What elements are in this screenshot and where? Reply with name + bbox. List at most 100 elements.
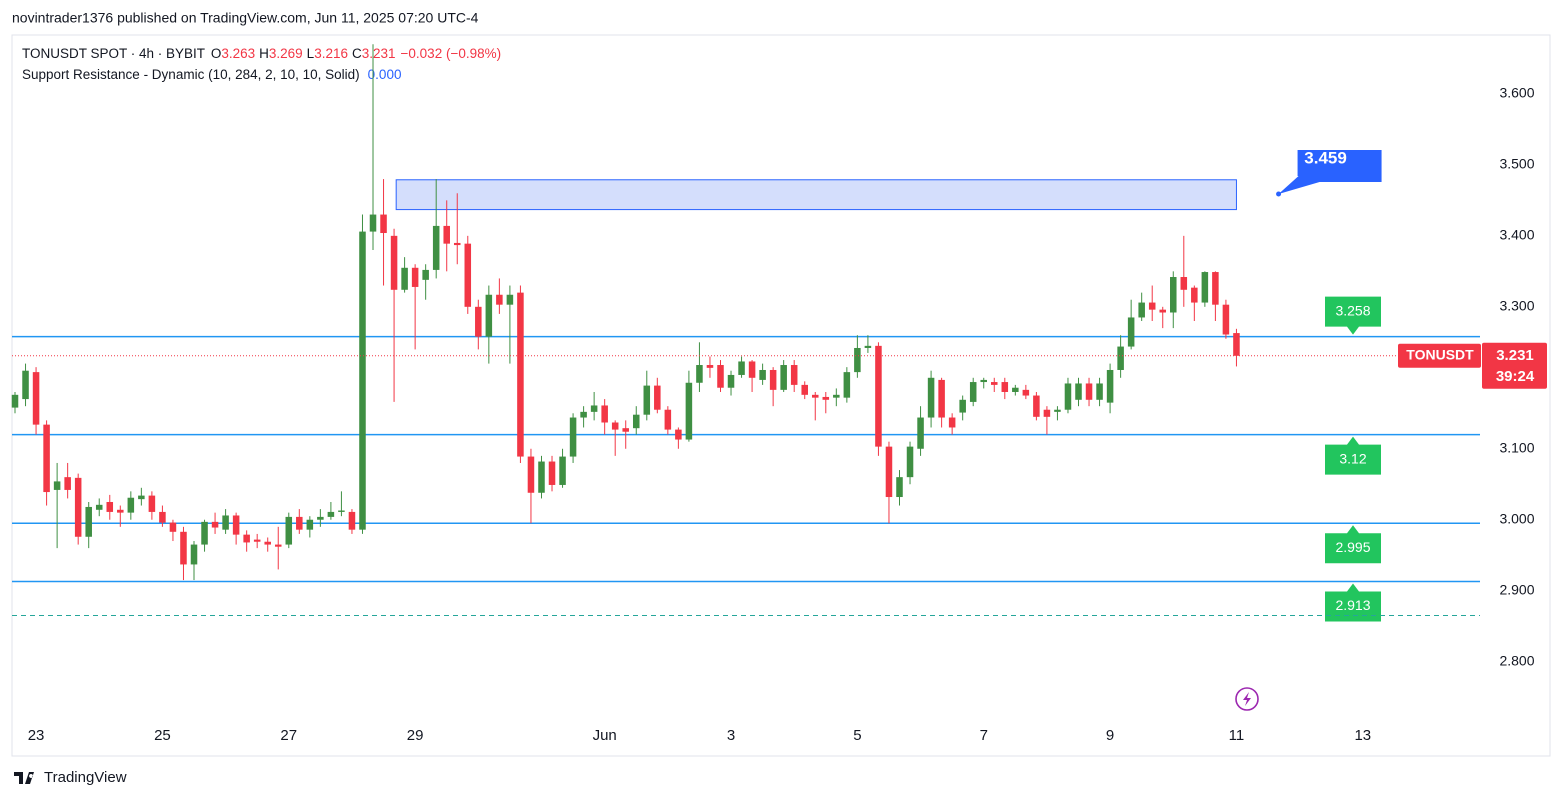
candle-body <box>1054 409 1061 412</box>
candle-body <box>517 292 524 457</box>
candle-body <box>348 511 356 530</box>
candle-body <box>506 294 514 305</box>
candle-body <box>1180 277 1188 290</box>
level-label-box <box>1325 436 1381 475</box>
candle-body <box>748 361 756 378</box>
candle-body <box>169 522 177 532</box>
candle-body <box>1191 287 1198 303</box>
candle-body <box>1138 302 1145 318</box>
candle-body <box>380 214 387 234</box>
candle-body <box>548 461 556 485</box>
candle-body <box>632 414 640 429</box>
candle-body <box>906 446 914 478</box>
ohlc-label: O <box>211 46 222 61</box>
x-tick-label: 7 <box>980 727 988 744</box>
candle-body <box>622 428 629 432</box>
candle-body <box>285 516 293 545</box>
callout-box <box>1278 149 1382 194</box>
ohlc-label: C <box>352 46 362 61</box>
candle-body <box>980 379 987 383</box>
candle-body <box>959 399 966 413</box>
y-tick-label: 3.300 <box>1499 298 1534 314</box>
level-label-box <box>1325 296 1381 335</box>
candle-body <box>390 235 398 290</box>
resistance-zone <box>395 179 1237 211</box>
level-label: 2.913 <box>1335 597 1370 613</box>
candle-body <box>11 394 19 408</box>
x-tick-label: 23 <box>28 727 45 744</box>
candle-body <box>1012 387 1019 392</box>
candle-body <box>696 365 703 383</box>
x-tick-label: 29 <box>407 727 424 744</box>
publisher: novintrader1376 published on TradingView… <box>12 10 479 26</box>
ohlc-label: H <box>259 46 269 61</box>
candle-body <box>917 417 924 449</box>
candle-body <box>211 521 219 528</box>
candle-body <box>496 294 503 305</box>
candle-body <box>643 385 651 415</box>
candle-body <box>854 347 861 373</box>
candle-body <box>317 516 324 520</box>
indicator-line: Support Resistance - Dynamic (10, 284, 2… <box>22 67 401 82</box>
candle-body <box>885 446 893 498</box>
candle-body <box>1159 309 1167 313</box>
candle-body <box>159 511 166 523</box>
brand: TradingView <box>44 769 127 786</box>
legend-symbol-line: TONUSDT SPOT · 4h · BYBIT O3.263 H3.269 L3.… <box>22 46 501 61</box>
symbol-tag-box <box>1398 343 1481 368</box>
y-tick-label: 3.400 <box>1499 227 1534 243</box>
candle-body <box>95 504 103 510</box>
candle-body <box>443 225 450 244</box>
candle-body <box>896 477 903 498</box>
candle-body <box>1212 272 1219 305</box>
brand-logo <box>14 772 34 784</box>
candle-body <box>253 539 261 542</box>
y-tick-label: 3.100 <box>1499 439 1534 455</box>
candle-body <box>1033 395 1040 417</box>
candle-body <box>1022 389 1030 396</box>
level-label-box <box>1325 583 1381 622</box>
candle-body <box>675 429 682 440</box>
x-tick-label: 27 <box>280 727 297 744</box>
candle-body <box>1170 277 1177 313</box>
candle-body <box>127 497 135 513</box>
x-tick-label: Jun <box>593 727 617 744</box>
candle-body <box>190 544 198 565</box>
candle-body <box>801 384 808 395</box>
candle-body <box>611 422 619 430</box>
level-label: 3.12 <box>1339 450 1366 466</box>
x-tick-label: 5 <box>853 727 861 744</box>
candle-body <box>685 382 693 440</box>
candle-body <box>1001 382 1009 392</box>
candle-body <box>769 369 777 390</box>
ohlc-label: L <box>307 46 315 61</box>
candle-body <box>1148 302 1156 310</box>
candle-body <box>811 394 819 398</box>
candle-body <box>327 511 335 517</box>
candle-body <box>1043 409 1051 417</box>
candle-body <box>296 516 303 530</box>
candle-body <box>1127 317 1135 347</box>
candle-body <box>85 506 92 537</box>
y-tick-label: 3.500 <box>1499 156 1534 172</box>
y-tick-label: 2.900 <box>1499 581 1534 597</box>
x-tick-label: 11 <box>1229 727 1245 744</box>
candle-body <box>475 306 482 337</box>
candle-body <box>1075 383 1082 400</box>
candle-body <box>43 424 50 493</box>
candle-body <box>664 409 672 430</box>
flash-icon <box>1235 687 1259 711</box>
candle-body <box>538 461 545 493</box>
ohlc-value: 3.269 <box>269 46 303 61</box>
candle-body <box>717 365 724 388</box>
candle-body <box>1201 272 1209 303</box>
level-label: 2.995 <box>1335 539 1370 555</box>
candle-body <box>369 214 377 232</box>
candle-body <box>359 231 366 530</box>
candle-body <box>306 519 314 530</box>
candle-body <box>1222 304 1230 335</box>
candle-body <box>875 345 882 447</box>
candle-body <box>991 382 998 385</box>
